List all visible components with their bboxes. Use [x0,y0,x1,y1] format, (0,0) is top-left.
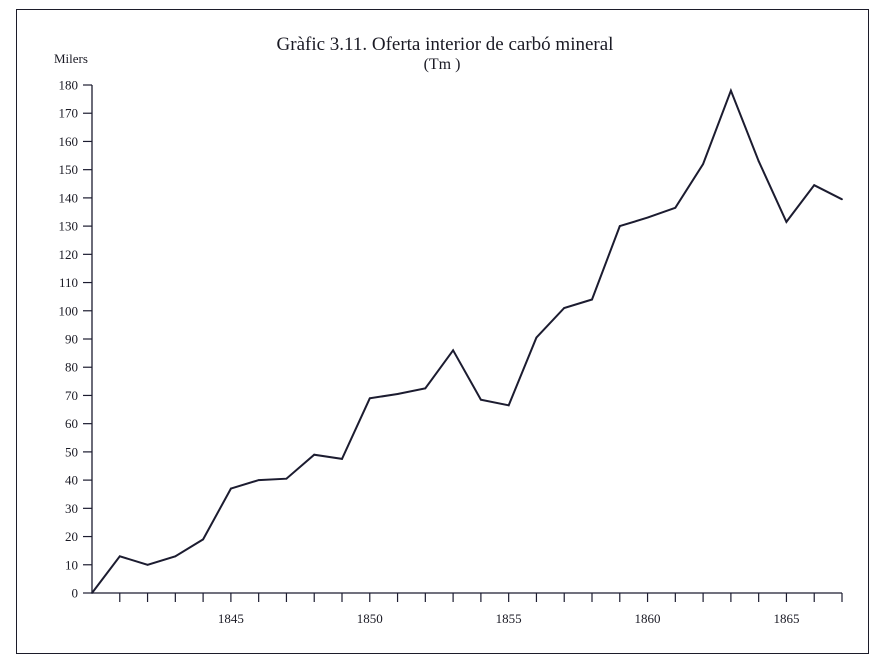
y-axis-ticks: 0 10 20 30 40 50 60 70 80 90 100 110 120 130 140 150 160… [59,78,92,601]
x-tick-label: 1845 [218,611,244,626]
data-point [174,555,177,558]
data-point [729,89,732,92]
y-tick-label: 50 [65,444,78,459]
data-point [452,349,455,352]
chart-title: Gràfic 3.11. Oferta interior de carbó mi… [276,34,614,55]
x-axis-ticks: 1845 1850 1855 1860 1865 [119,593,843,626]
y-tick-label: 120 [59,247,79,262]
chart-subtitle: (Tm ) [423,56,461,73]
data-point [702,163,705,165]
data-point [257,479,260,482]
data-point [757,160,760,163]
y-tick-label: 10 [65,557,78,572]
y-tick-label: 70 [65,388,78,403]
series-group [91,87,843,594]
y-tick-label: 110 [59,275,78,290]
x-tick-label: 1860 [635,611,661,626]
data-point [118,555,121,558]
x-tick-label: 1850 [357,611,383,626]
y-tick-label: 60 [65,416,78,431]
data-point [674,206,677,209]
y-tick-label: 0 [72,586,79,601]
y-tick-label: 20 [65,529,78,544]
data-point [813,184,816,187]
y-tick-label: 90 [65,332,78,347]
data-point [368,397,371,400]
data-point [535,336,538,339]
data-point [479,398,482,401]
data-point [396,393,399,395]
x-tick-label: 1855 [496,611,522,626]
data-point [313,453,316,456]
data-point [841,198,843,201]
data-point [785,220,788,223]
y-tick-label: 30 [65,501,78,516]
data-point [146,563,149,566]
y-tick-label: 170 [59,106,79,121]
data-point [285,477,288,480]
data-point [229,487,232,490]
y-tick-label: 140 [59,190,79,205]
data-point [618,225,621,228]
y-tick-label: 180 [59,78,79,93]
y-tick-label: 150 [59,162,79,177]
chart-frame [16,9,869,654]
series-line [91,87,843,594]
y-tick-label: 40 [65,473,78,488]
data-point [507,404,510,407]
data-point [424,387,427,390]
y-tick-label: 160 [59,134,79,149]
y-axis-label: Milers [54,51,88,66]
x-tick-label: 1865 [773,611,799,626]
data-point [646,216,649,219]
data-point [202,538,205,541]
data-point [91,592,93,594]
y-tick-label: 100 [59,303,79,318]
data-point [341,458,343,460]
y-tick-label: 80 [65,360,78,375]
data-point [563,307,566,309]
y-tick-label: 130 [59,219,79,234]
data-point [591,298,593,301]
